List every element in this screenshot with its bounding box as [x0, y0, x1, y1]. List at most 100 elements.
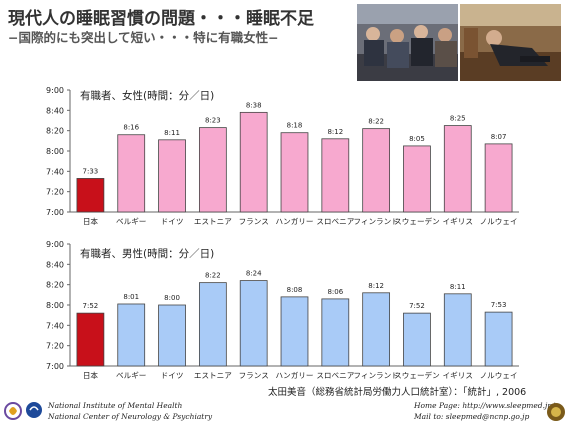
- photo-sleeping-commuters-icon: [357, 4, 458, 81]
- footer-contact: Home Page: http://www.sleepmed.jp/ Mail …: [414, 400, 555, 422]
- footer-homepage-link[interactable]: Home Page: http://www.sleepmed.jp/: [414, 401, 555, 410]
- male-y-tick-label: 9:00: [46, 240, 64, 249]
- male-sleep-chart: 9:00 8:40 8:20 8:00 7:40 7:20 7:00 7:52 日本 8:01 ベル…: [0, 236, 567, 386]
- female-bar: [117, 134, 146, 213]
- female-category-label: スウェーデン: [394, 216, 440, 226]
- photo-strip: [357, 4, 561, 81]
- female-y-tick-label: 8:00: [46, 147, 64, 156]
- female-bar: [403, 145, 431, 213]
- male-bar: [158, 304, 186, 367]
- male-category-label: エストニア: [194, 371, 232, 380]
- female-category-label: イギリス: [443, 217, 473, 226]
- female-y-tick-label: 8:40: [46, 106, 64, 115]
- female-bar-value-label: 7:33: [83, 167, 99, 175]
- male-bar: [362, 292, 391, 367]
- footer-organization: National Institute of Mental Health Nati…: [48, 400, 212, 422]
- male-bar-value-label: 8:08: [287, 286, 303, 294]
- male-bar: [117, 303, 146, 367]
- female-category-label: ドイツ: [161, 217, 184, 226]
- male-bar-value-label: 7:53: [491, 301, 507, 309]
- female-bar-value-label: 8:38: [246, 101, 262, 109]
- female-category-label: ハンガリー: [276, 216, 314, 226]
- male-sleep-chart-svg: 9:00 8:40 8:20 8:00 7:40 7:20 7:00 7:52 日本 8:01 ベル…: [46, 240, 519, 380]
- male-bar-value-label: 7:52: [83, 302, 99, 310]
- source-citation: 太田美音（総務省統計局労働力人口統計室）：「統計」, 2006: [268, 387, 527, 398]
- male-bar: [76, 312, 105, 367]
- male-category-label: フィンランド: [353, 371, 398, 380]
- female-bar: [484, 143, 513, 213]
- female-category-label: フランス: [239, 217, 269, 226]
- male-bar: [443, 293, 472, 367]
- female-category-label: ベルギー: [116, 217, 146, 226]
- female-bar-value-label: 8:05: [409, 135, 425, 143]
- footer-mail-link[interactable]: Mail to: sleepmed@ncnp.go.jp: [414, 412, 530, 421]
- footer-org-line2: National Center of Neurology & Psychiatr…: [48, 412, 213, 421]
- female-sleep-chart-svg: 9:00 8:40 8:20 8:00 7:40 7:20 7:00 7:33 日本 8:16 ベル…: [46, 86, 519, 226]
- male-bar: [484, 311, 513, 367]
- male-category-label: 日本: [83, 370, 99, 380]
- female-bar-value-label: 8:11: [164, 129, 180, 137]
- male-bar: [239, 280, 268, 367]
- male-bar: [198, 282, 227, 367]
- female-bar: [158, 139, 186, 213]
- female-bar-value-label: 8:18: [287, 122, 303, 130]
- male-category-label: フランス: [239, 371, 269, 380]
- male-y-tick-label: 8:00: [46, 301, 64, 310]
- male-bar-value-label: 8:11: [450, 283, 466, 291]
- female-bar-value-label: 8:16: [123, 124, 139, 132]
- female-y-tick-label: 7:40: [46, 167, 64, 176]
- male-bar-value-label: 8:24: [246, 270, 262, 278]
- male-y-tick-label: 7:00: [46, 362, 64, 371]
- female-category-label: スロベニア: [316, 217, 354, 226]
- female-category-label: フィンランド: [353, 217, 398, 226]
- female-category-label: ノルウェイ: [480, 217, 518, 226]
- female-bar-value-label: 8:23: [205, 117, 221, 125]
- female-bar: [443, 125, 472, 213]
- female-bar: [280, 132, 309, 213]
- male-bar-value-label: 8:06: [327, 288, 343, 296]
- female-category-label: エストニア: [194, 217, 232, 226]
- male-category-label: ハンガリー: [276, 370, 314, 380]
- male-category-label: ベルギー: [116, 371, 146, 380]
- male-bar: [403, 312, 431, 367]
- female-bar: [76, 178, 105, 213]
- male-y-tick-label: 7:40: [46, 321, 64, 330]
- footer-org-line1: National Institute of Mental Health: [48, 401, 183, 410]
- page-subtitle: −国際的にも突出して短い・・・特に有職女性−: [8, 30, 279, 45]
- female-bar: [198, 127, 227, 213]
- male-bar-value-label: 8:00: [164, 294, 180, 302]
- female-chart-label: 有職者、女性(時間：分／日): [80, 90, 215, 102]
- male-bar-value-label: 8:01: [123, 293, 139, 301]
- female-bar-value-label: 8:12: [327, 128, 343, 136]
- photo-sleeping-passenger-icon: [460, 4, 561, 81]
- male-bar: [321, 298, 350, 367]
- female-sleep-chart: 9:00 8:40 8:20 8:00 7:40 7:20 7:00 7:33 日本 8:16 ベル…: [0, 82, 567, 232]
- female-category-label: 日本: [83, 216, 99, 226]
- female-bar: [321, 138, 350, 213]
- male-category-label: イギリス: [443, 371, 473, 380]
- male-y-tick-label: 8:20: [46, 281, 64, 290]
- male-category-label: スロベニア: [316, 371, 354, 380]
- male-y-tick-label: 8:40: [46, 260, 64, 269]
- female-bar-value-label: 8:07: [491, 133, 507, 141]
- male-bar-value-label: 8:22: [205, 272, 221, 280]
- sleep-logo-icon: [546, 401, 566, 427]
- page-title: 現代人の睡眠習慣の問題・・・睡眠不足: [8, 9, 314, 29]
- female-y-tick-label: 8:20: [46, 127, 64, 136]
- female-bar-value-label: 8:25: [450, 115, 466, 123]
- nimh-logo-icon: [4, 399, 44, 427]
- female-y-tick-label: 9:00: [46, 86, 64, 95]
- male-y-tick-label: 7:20: [46, 342, 64, 351]
- male-category-label: ノルウェイ: [480, 371, 518, 380]
- female-bar: [362, 128, 391, 213]
- female-y-tick-label: 7:00: [46, 208, 64, 217]
- female-bar: [239, 111, 268, 213]
- female-bar-value-label: 8:22: [368, 118, 384, 126]
- male-bar-value-label: 7:52: [409, 302, 425, 310]
- female-y-tick-label: 7:20: [46, 188, 64, 197]
- male-chart-label: 有職者、男性(時間：分／日): [80, 248, 215, 260]
- male-category-label: ドイツ: [161, 371, 184, 380]
- male-bar-value-label: 8:12: [368, 282, 384, 290]
- male-category-label: スウェーデン: [394, 370, 440, 380]
- male-bar: [280, 296, 309, 367]
